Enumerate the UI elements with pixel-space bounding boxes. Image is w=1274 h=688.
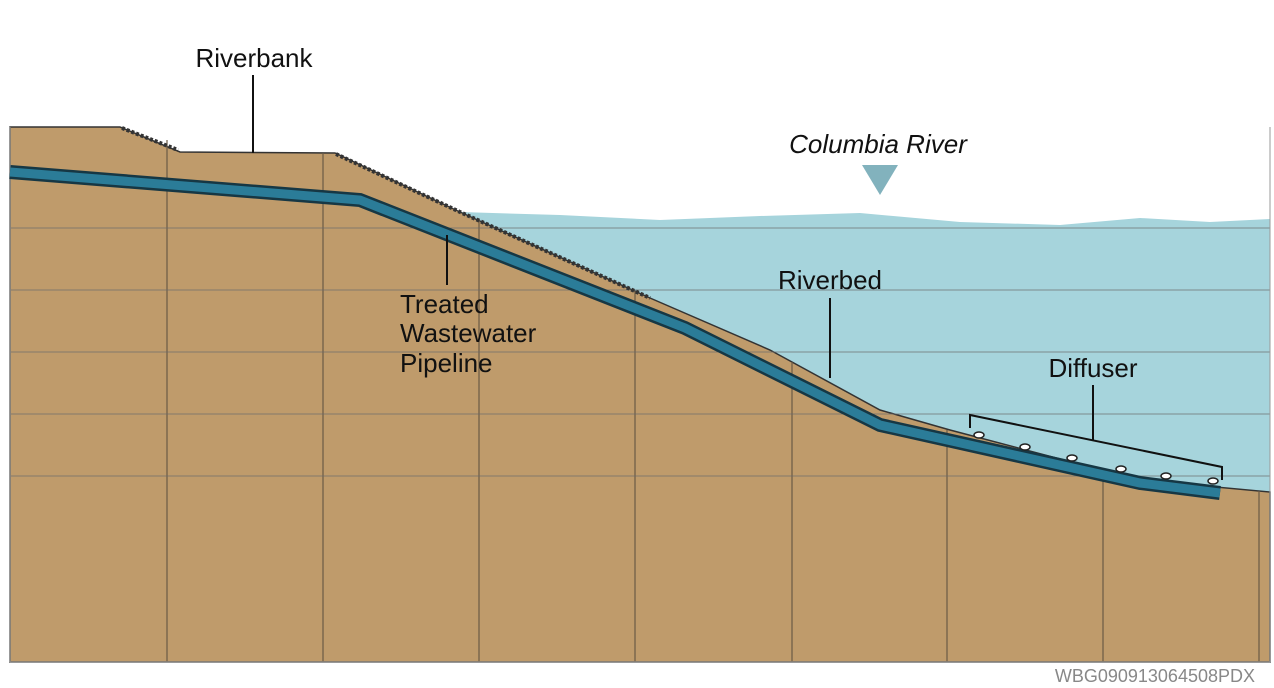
pipeline-label: Pipeline xyxy=(400,348,493,378)
pipeline-label: Treated xyxy=(400,289,489,319)
leaders xyxy=(252,75,1223,480)
pipeline xyxy=(9,167,1221,498)
riverbank-label: Riverbank xyxy=(195,43,313,73)
pipeline-label: Wastewater xyxy=(400,318,537,348)
riverbed-label: Riverbed xyxy=(778,265,882,295)
figure-code: WBG090913064508PDX xyxy=(1055,666,1255,686)
diffuser-label: Diffuser xyxy=(1048,353,1137,383)
grid xyxy=(166,140,1260,662)
diffuser-ports xyxy=(973,431,1219,485)
riprap xyxy=(121,126,651,300)
water-level-marker xyxy=(862,165,898,195)
axis-ticks xyxy=(9,127,1271,663)
river-label: Columbia River xyxy=(789,129,968,159)
grid-horizontal xyxy=(10,227,1270,477)
